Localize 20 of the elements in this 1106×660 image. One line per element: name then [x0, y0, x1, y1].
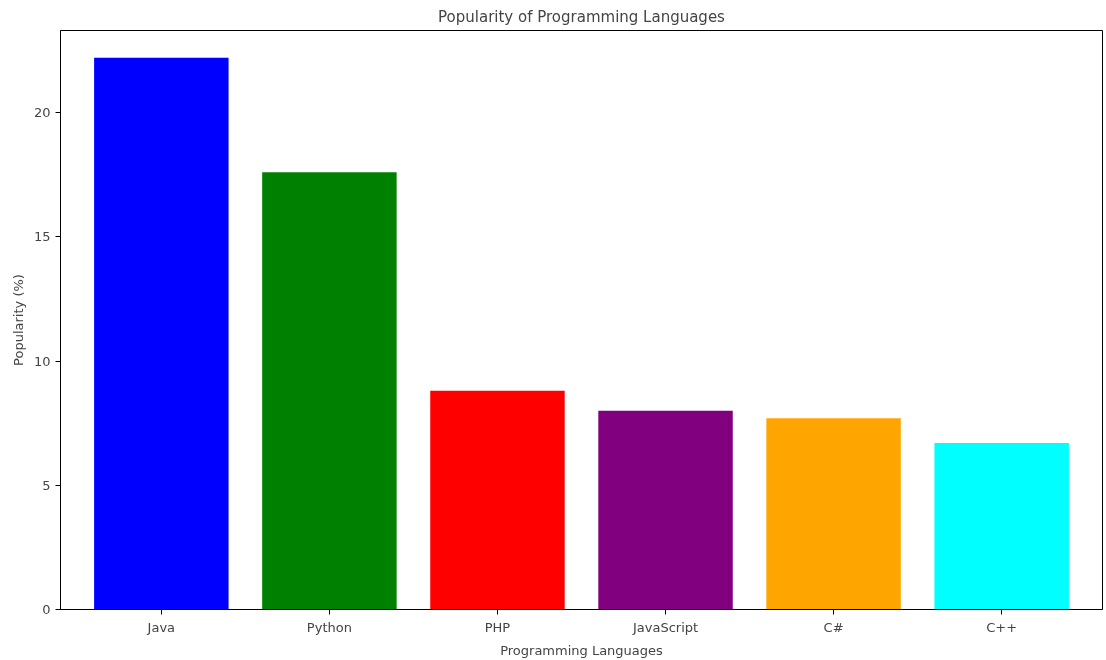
bar: [934, 443, 1069, 610]
y-tick-label: 0: [42, 602, 51, 617]
bar: [94, 57, 229, 610]
y-tick-label: 5: [42, 477, 51, 493]
x-tick-label: JavaScript: [631, 619, 699, 635]
x-axis-title: Programming Languages: [500, 642, 664, 658]
y-tick-label: 20: [33, 105, 51, 120]
x-tick-label: C++: [986, 619, 1018, 635]
x-tick-label: Java: [146, 619, 176, 635]
chart-title: Popularity of Programming Languages: [438, 7, 726, 26]
bar: [430, 390, 565, 610]
y-tick-label: 10: [33, 353, 51, 369]
bar: [262, 172, 397, 610]
x-tick-label: Python: [306, 619, 352, 635]
y-tick-label: 15: [33, 229, 51, 245]
bar: [598, 410, 733, 610]
x-tick-label: PHP: [484, 619, 511, 635]
bar: [766, 418, 901, 610]
x-tick-label: C#: [823, 619, 844, 635]
y-axis-title: Popularity (%): [10, 274, 26, 366]
